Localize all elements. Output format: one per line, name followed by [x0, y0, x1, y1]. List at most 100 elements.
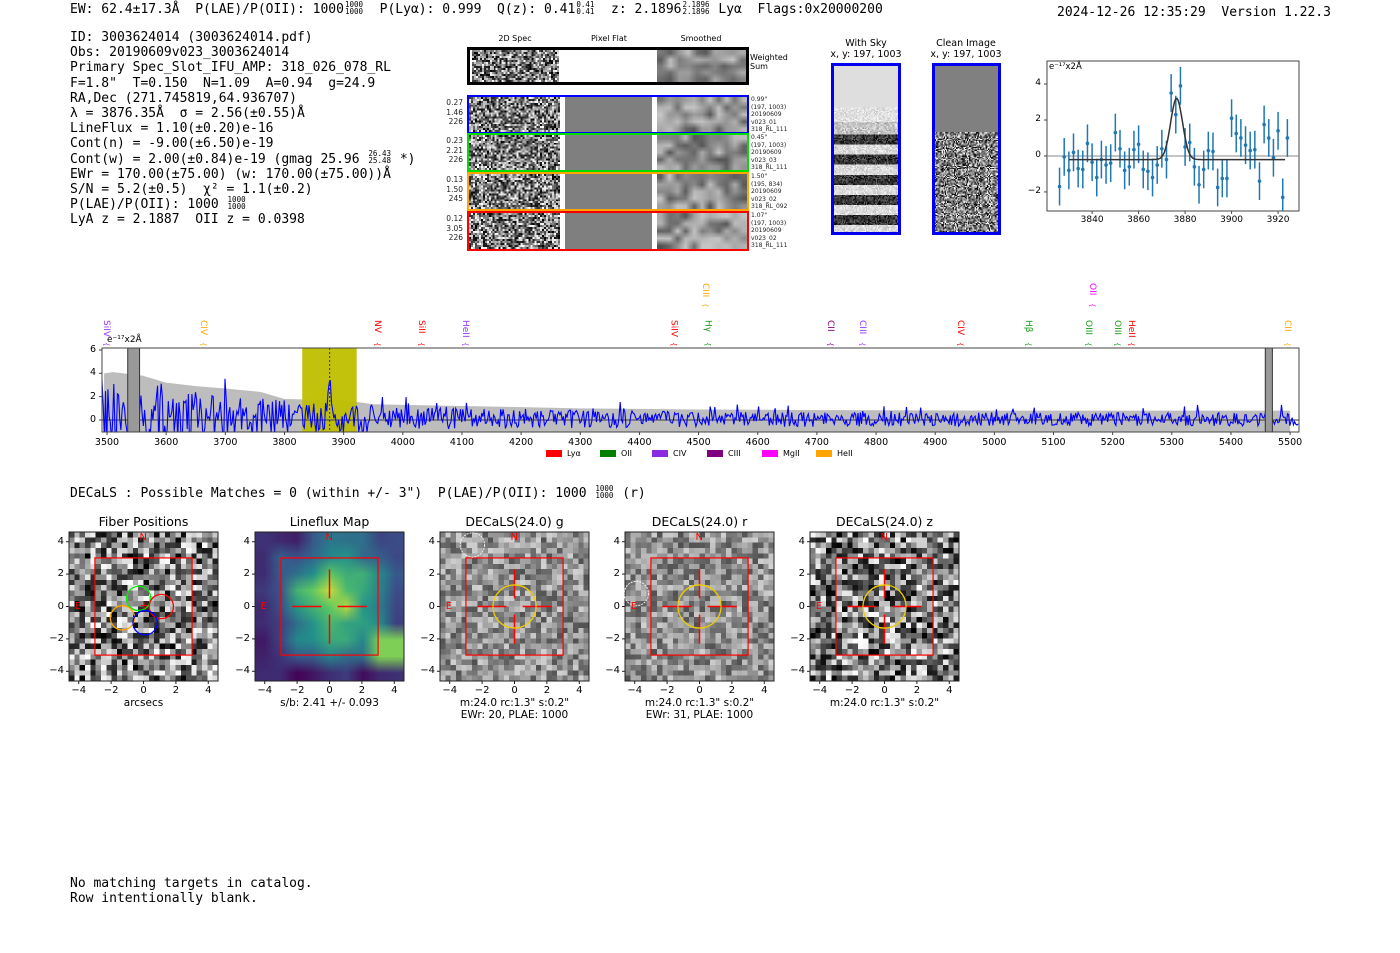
north-label: N	[325, 532, 333, 544]
info-line: F=1.8" T=0.150 N=1.09 A=0.94 g=24.9	[70, 76, 415, 91]
emission-line-label: HeII	[459, 320, 470, 338]
catalog-circle	[623, 580, 649, 607]
fiber-circle	[125, 585, 152, 612]
emission-line-marker: {	[857, 342, 866, 347]
info-text: *)	[392, 151, 416, 167]
data-point	[1173, 112, 1178, 117]
legend-label: CIII	[728, 449, 741, 458]
column-header: 2D Spec	[498, 34, 532, 43]
data-point	[1113, 130, 1118, 135]
east-label: E	[260, 600, 268, 612]
legend-label: Lyα	[567, 449, 581, 458]
legend-swatch	[707, 450, 723, 457]
with-sky-coords: x, y: 197, 1003	[830, 49, 902, 60]
x-tick-label: 3840	[1080, 215, 1104, 225]
info-line: S/N = 5.2(±0.5) χ² = 1.1(±0.2)	[70, 182, 415, 197]
emission-line-marker: {	[1127, 342, 1135, 347]
aperture-circle	[492, 584, 537, 629]
x-tick-label: 4500	[686, 437, 711, 448]
x-tick-label: 4300	[568, 437, 593, 448]
x-tick-label: 2	[358, 685, 366, 696]
east-label: E	[74, 600, 82, 612]
y-tick-label: 4	[613, 535, 620, 547]
fiber-weights: 0.13 1.50 245	[446, 175, 463, 203]
emission-line-marker: {	[1087, 303, 1096, 308]
legend-item: OII	[600, 449, 632, 458]
masked-region	[1264, 348, 1273, 432]
emission-line-marker: {	[417, 342, 426, 347]
legend-swatch	[816, 450, 832, 457]
emission-line-label: OIII	[1082, 320, 1093, 336]
x-tick-label: 4900	[923, 437, 948, 448]
cutout-title: Fiber Positions	[98, 514, 189, 529]
fiber-info: 0.99" (197, 1003) 20190609 v023_01 318_R…	[751, 96, 788, 134]
x-tick-label: 4700	[804, 437, 829, 448]
decals-text: DECaLS : Possible Matches = 0 (within +/…	[70, 486, 587, 501]
info-line: Cont(n) = -9.00(±6.50)e-19	[70, 136, 415, 151]
lower-bound: 0.41	[576, 6, 595, 16]
legend-item: MgII	[762, 449, 800, 458]
x-tick-label: 3880	[1173, 215, 1197, 225]
cutout-title: Lineflux Map	[289, 514, 370, 529]
cutout-caption: m:24.0 rc:1.3" s:0.2"	[644, 697, 755, 709]
emission-line-label: CIV	[197, 320, 208, 336]
x-tick-label: −4	[627, 685, 643, 696]
x-tick-label: −2	[474, 685, 490, 696]
cutout-caption: s/b: 2.41 +/- 0.093	[280, 697, 379, 709]
info-text: EWr = 170.00(±75.00) (w: 170.00(±75.00))…	[70, 166, 391, 182]
spectrum-area	[102, 348, 1299, 432]
info-line: P(LAE)/P(OII): 1000 1000 1000	[70, 195, 415, 212]
header-summary: EW: 62.4±17.3Å P(LAE)/P(OII): 1000 1000 10…	[70, 0, 883, 17]
x-tick-label: −2	[289, 685, 305, 696]
plot-frame	[101, 347, 1300, 433]
x-tick-label: 3860	[1127, 215, 1151, 225]
data-point	[1225, 176, 1229, 181]
x-tick-label: 2	[172, 685, 180, 696]
east-label: E	[815, 600, 823, 612]
aperture-box	[280, 557, 379, 656]
data-point	[1271, 155, 1276, 160]
y-tick-label: −2	[49, 632, 64, 644]
data-point	[1164, 157, 1169, 162]
y-tick-label: 0	[57, 600, 64, 612]
y-tick-label: −2	[420, 632, 435, 644]
cutout-image	[69, 532, 218, 681]
cutout-caption: arcsecs	[123, 697, 164, 709]
emission-line-label: Hγ	[702, 320, 713, 333]
data-point	[1127, 164, 1132, 169]
info-line: RA,Dec (271.745819,64.936707)	[70, 91, 415, 106]
x-tick-label: 4600	[745, 437, 770, 448]
emission-line-marker: {	[460, 342, 469, 347]
emission-line-marker: {	[1083, 342, 1092, 347]
y-unit-label: e⁻¹⁷x2Å	[107, 335, 142, 345]
catalog-circle	[459, 532, 486, 558]
data-point	[1160, 146, 1164, 151]
x-tick-label: 3500	[94, 437, 120, 448]
with-sky-title: With Sky	[845, 38, 887, 49]
y-tick-label: 4	[1035, 78, 1041, 89]
legend-item: CIV	[652, 449, 686, 458]
info-text: LineFlux = 1.10(±0.20)e-16	[70, 121, 274, 137]
x-tick-label: 5300	[1159, 437, 1184, 448]
east-label: E	[630, 600, 638, 612]
north-label: N	[695, 532, 703, 544]
data-point	[1211, 149, 1215, 154]
upper-bound: 0.41	[576, 0, 595, 9]
fiber-2d-spec	[469, 213, 560, 249]
emission-line-label: CIV	[955, 320, 966, 336]
x-tick-label: −4	[257, 685, 273, 696]
y-tick-label: 2	[243, 568, 250, 580]
detection-info: ID: 3003624014 (3003624014.pdf) Obs: 2019…	[70, 30, 415, 228]
legend-label: MgII	[783, 449, 800, 458]
clean-image-title: Clean Image	[936, 38, 996, 49]
data-point	[1118, 146, 1122, 151]
cutout-image	[440, 532, 589, 681]
y-tick-label: 2	[428, 568, 435, 580]
x-tick-label: 4	[946, 685, 953, 696]
decals-text: (r)	[614, 486, 646, 501]
info-text: Obs: 20190609v023_3003624014	[70, 45, 290, 61]
y-tick-label: 2	[89, 390, 96, 402]
with-sky-frame	[831, 63, 901, 235]
